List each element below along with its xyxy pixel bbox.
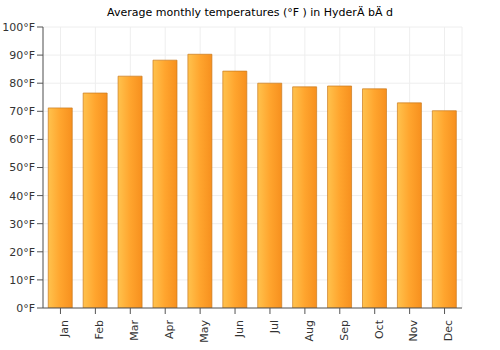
svg-text:Jul: Jul — [268, 320, 281, 334]
svg-text:20°F: 20°F — [9, 246, 35, 259]
svg-text:Feb: Feb — [93, 320, 106, 339]
svg-text:Sep: Sep — [338, 320, 351, 341]
svg-text:Dec: Dec — [442, 320, 455, 341]
svg-text:0°F: 0°F — [16, 302, 35, 315]
svg-text:60°F: 60°F — [9, 133, 35, 146]
svg-text:Nov: Nov — [407, 320, 420, 342]
svg-text:90°F: 90°F — [9, 49, 35, 62]
svg-text:May: May — [198, 320, 211, 343]
svg-text:40°F: 40°F — [9, 190, 35, 203]
svg-text:30°F: 30°F — [9, 218, 35, 231]
svg-text:80°F: 80°F — [9, 77, 35, 90]
svg-text:10°F: 10°F — [9, 274, 35, 287]
svg-text:100°F: 100°F — [8, 21, 35, 34]
svg-text:70°F: 70°F — [9, 105, 35, 118]
svg-text:Apr: Apr — [163, 320, 176, 340]
svg-text:Aug: Aug — [303, 320, 316, 341]
svg-text:Jun: Jun — [233, 320, 246, 338]
svg-text:Mar: Mar — [128, 320, 141, 341]
html-text:Average monthly temperatures (: Average monthly temperatures (°F ) in Hy… — [107, 6, 393, 19]
svg-text:Jan: Jan — [58, 320, 71, 338]
svg-text:50°F: 50°F — [9, 161, 35, 174]
svg-text:Oct: Oct — [373, 319, 386, 339]
